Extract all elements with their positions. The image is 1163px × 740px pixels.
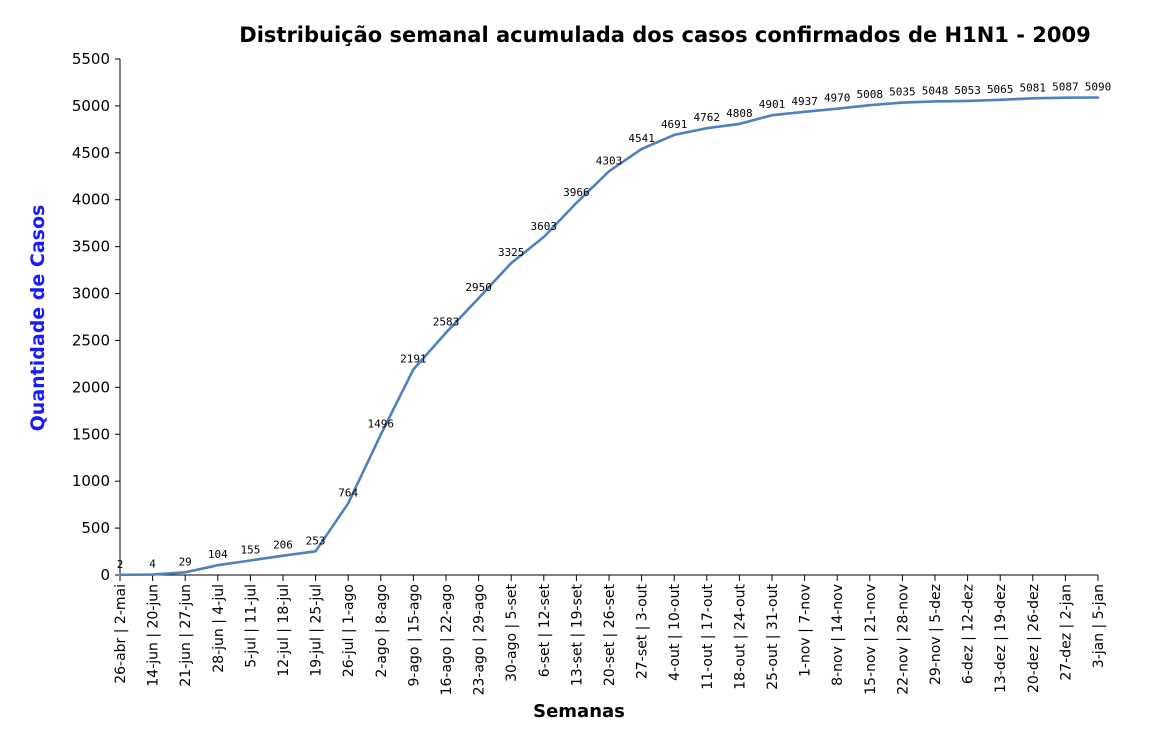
x-tick-label: 28-jun | 4-jul xyxy=(211,584,227,673)
data-label: 4901 xyxy=(759,98,786,111)
x-tick-label: 18-out | 24-out xyxy=(732,583,748,689)
x-tick-label: 13-set | 19-set xyxy=(569,584,585,687)
data-label: 4762 xyxy=(694,111,721,124)
x-tick-label: 1-nov | 7-nov xyxy=(798,584,814,677)
x-tick-label: 6-dez | 12-dez xyxy=(961,584,977,684)
x-tick-label: 20-dez | 26-dez xyxy=(1026,584,1042,693)
data-label: 4970 xyxy=(824,92,851,105)
x-tick-label: 29-nov | 5-dez xyxy=(928,584,944,685)
y-tick-label: 5000 xyxy=(72,97,110,115)
x-tick-label: 19-jul | 25-jul xyxy=(309,584,325,677)
data-labels: 2 4 29 104 155 206 253 764 1496 2191 2583 2950 3325 3… xyxy=(117,80,1112,570)
x-tick-label: 16-ago | 22-ago xyxy=(439,584,455,695)
data-label: 2583 xyxy=(433,316,460,329)
x-tick-label: 14-jun | 20-jun xyxy=(146,584,162,687)
data-label: 3603 xyxy=(531,220,558,233)
data-label: 5053 xyxy=(954,84,981,97)
data-label: 3966 xyxy=(563,186,590,199)
data-label: 155 xyxy=(240,543,260,556)
series-line xyxy=(118,96,1100,577)
x-tick-label: 27-set | 3-out xyxy=(635,583,651,679)
data-label: 2 xyxy=(117,558,124,571)
y-tick-label: 4000 xyxy=(72,191,110,209)
x-tick-label: 30-ago | 5-set xyxy=(504,583,520,681)
data-label: 253 xyxy=(306,534,326,547)
data-label: 4541 xyxy=(628,132,655,145)
x-tick-label: 9-ago | 15-ago xyxy=(406,584,422,687)
data-label: 5065 xyxy=(987,83,1014,96)
x-tick-label: 20-set | 26-set xyxy=(602,584,618,687)
x-tick-label: 21-jun | 27-jun xyxy=(178,584,194,687)
data-label: 3325 xyxy=(498,246,525,259)
x-tick-label: 26-jul | 1-ago xyxy=(341,584,357,677)
data-label: 29 xyxy=(179,555,192,568)
data-label: 206 xyxy=(273,539,293,552)
y-tick-label: 5500 xyxy=(72,50,110,68)
x-tick-label: 12-jul | 18-jul xyxy=(276,584,292,677)
y-tick-label: 3500 xyxy=(72,238,110,256)
x-tick-label: 22-nov | 28-nov xyxy=(895,584,911,695)
y-axis-label: Quantidade de Casos xyxy=(27,205,49,432)
data-label: 4303 xyxy=(596,154,623,167)
data-label: 2191 xyxy=(400,352,427,365)
chart-title: Distribuição semanal acumulada dos casos… xyxy=(239,23,1090,47)
y-tick-label: 0 xyxy=(100,566,110,584)
data-label: 2950 xyxy=(465,281,492,294)
data-label: 1496 xyxy=(368,418,395,431)
y-tick-label: 1000 xyxy=(72,472,110,490)
x-tick-label: 5-jul | 11-jul xyxy=(243,584,259,668)
series-polyline xyxy=(118,96,1100,577)
data-label: 5035 xyxy=(889,86,916,99)
data-label: 764 xyxy=(338,486,358,499)
x-tick-label: 26-abr | 2-mai xyxy=(113,584,129,684)
axes xyxy=(119,59,1098,576)
x-tick-label: 15-nov | 21-nov xyxy=(863,584,879,695)
x-tick-label: 11-out | 17-out xyxy=(700,583,716,689)
data-label: 4808 xyxy=(726,107,753,120)
data-label: 5008 xyxy=(857,88,884,101)
x-tick-label: 3-jan | 5-jan xyxy=(1091,584,1107,668)
y-tick-label: 2500 xyxy=(72,331,110,349)
y-tick-label: 1500 xyxy=(72,425,110,443)
data-label: 5081 xyxy=(1020,81,1047,94)
x-tick-label: 25-out | 31-out xyxy=(765,583,781,689)
y-tick-label: 3000 xyxy=(72,285,110,303)
y-tick-label: 500 xyxy=(81,519,110,537)
x-ticks: 26-abr | 2-mai 14-jun | 20-jun 21-jun | 27… xyxy=(113,575,1107,695)
data-label: 5048 xyxy=(922,84,949,97)
data-label: 104 xyxy=(208,548,228,561)
x-tick-label: 8-nov | 14-nov xyxy=(830,584,846,686)
data-label: 4937 xyxy=(791,95,818,108)
data-label: 4 xyxy=(149,558,156,571)
x-tick-label: 4-out | 10-out xyxy=(667,584,683,681)
x-tick-label: 6-set | 12-set xyxy=(537,584,553,678)
x-tick-label: 23-ago | 29-ago xyxy=(472,584,488,695)
y-tick-label: 4500 xyxy=(72,144,110,162)
x-tick-label: 13-dez | 19-dez xyxy=(993,584,1009,693)
data-label: 5090 xyxy=(1085,80,1112,93)
x-tick-label: 27-dez | 2-jan xyxy=(1058,584,1074,681)
data-label: 5087 xyxy=(1052,81,1079,94)
y-ticks: 0 500 1000 1500 2000 2500 3000 3500 4000 4500 5000… xyxy=(72,50,120,584)
data-label: 4691 xyxy=(661,118,688,131)
x-axis-label: Semanas xyxy=(533,701,625,722)
y-tick-label: 2000 xyxy=(72,378,110,396)
x-tick-label: 2-ago | 8-ago xyxy=(374,584,390,678)
